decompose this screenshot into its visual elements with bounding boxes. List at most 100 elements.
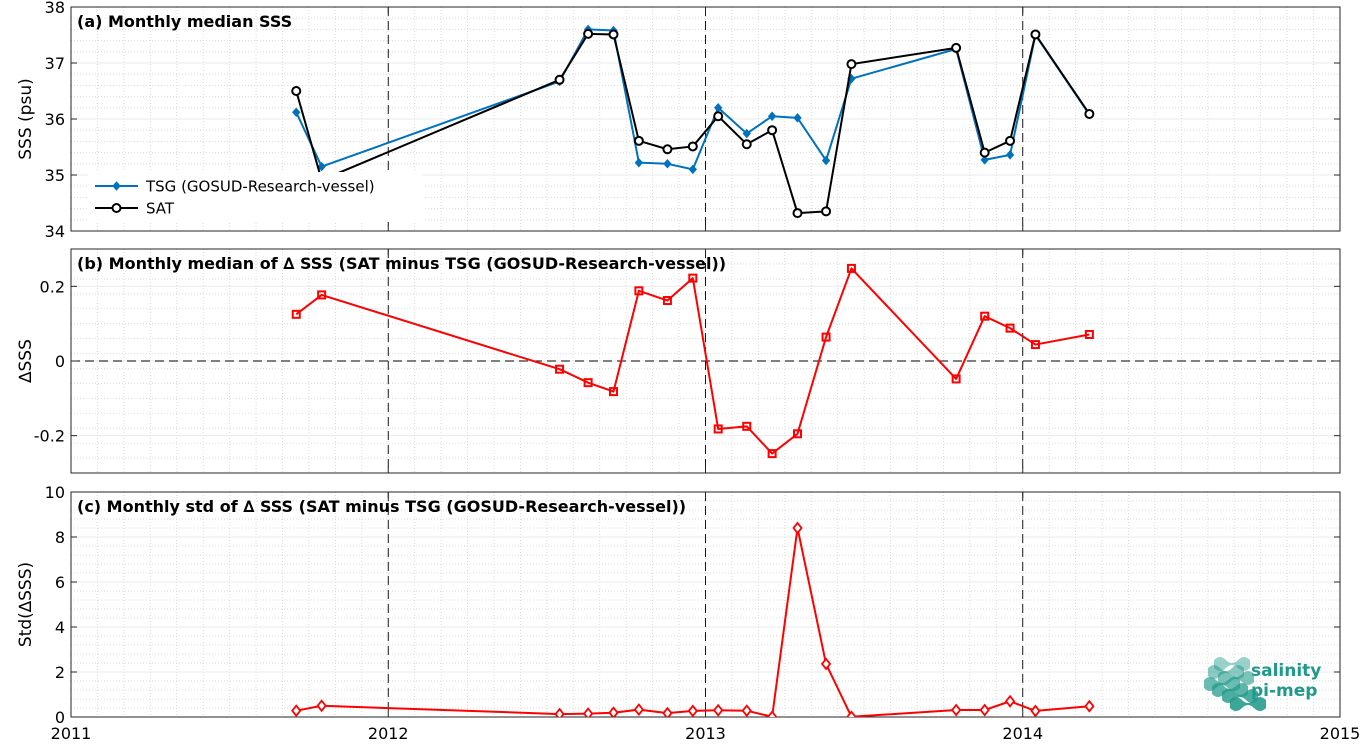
data-point <box>633 135 644 146</box>
data-point <box>608 387 618 397</box>
series-line <box>296 527 1090 717</box>
y-tick-label: 37 <box>45 54 65 73</box>
data-point <box>1030 340 1040 350</box>
data-point <box>979 703 990 717</box>
legend-entry: TSG (GOSUD-Research-vessel) <box>145 178 375 196</box>
data-point <box>979 147 990 158</box>
data-point <box>980 311 990 321</box>
panel-title: (b) Monthly median of ∆ SSS (SAT minus T… <box>77 254 726 273</box>
data-point <box>634 157 644 168</box>
y-tick-label: 0.2 <box>40 277 65 296</box>
data-point <box>1005 135 1016 146</box>
data-point <box>554 707 565 717</box>
data-point <box>741 139 752 150</box>
legend: TSG (GOSUD-Research-vessel) SAT <box>88 172 423 222</box>
data-point <box>317 290 327 300</box>
data-point <box>1084 108 1095 119</box>
data-point <box>951 374 961 384</box>
data-point <box>291 704 302 717</box>
data-point <box>792 208 803 219</box>
panel-a: 34 35 36 37 38 SSS (psu) (a) Monthly median SS… <box>16 0 1341 241</box>
data-point <box>821 332 831 342</box>
y-tick-label: 35 <box>45 166 65 185</box>
data-point <box>633 703 645 717</box>
data-point <box>767 449 777 459</box>
y-tick-label: 4 <box>55 618 65 637</box>
data-point <box>767 125 778 136</box>
data-point <box>1084 699 1095 713</box>
data-point <box>820 657 832 671</box>
data-point <box>1030 704 1041 717</box>
data-point <box>582 707 594 717</box>
data-point <box>583 28 594 39</box>
data-point <box>1030 29 1041 40</box>
data-point <box>742 128 751 139</box>
logo-line2: pi-mep <box>1251 681 1317 701</box>
y-tick-label: 34 <box>45 222 65 241</box>
data-point <box>713 424 723 434</box>
y-tick-label: -0.2 <box>34 427 65 446</box>
data-point <box>1084 329 1094 339</box>
data-point <box>767 111 777 121</box>
data-point <box>583 378 593 388</box>
data-point <box>688 164 697 175</box>
data-point <box>713 111 724 122</box>
y-axis-label: Std(∆SSS) <box>16 562 36 647</box>
x-tick-label: 2011 <box>51 724 92 743</box>
panel-c: 0 2 4 6 8 10 2011 2012 2013 2014 2015 Std(∆SSS) (c) … <box>16 483 1360 743</box>
data-point <box>662 706 673 717</box>
y-tick-label: 8 <box>55 528 65 547</box>
data-point <box>316 699 327 713</box>
data-point <box>662 144 673 155</box>
data-point <box>742 421 752 431</box>
data-point <box>1005 150 1015 160</box>
panel-title: (c) Monthly std of ∆ SSS (SAT minus TSG … <box>77 497 686 516</box>
series-line <box>295 267 1090 455</box>
data-point <box>608 706 619 717</box>
y-tick-label: 6 <box>55 573 65 592</box>
data-point <box>663 159 672 169</box>
data-point <box>821 206 832 217</box>
data-point <box>688 273 698 283</box>
data-point <box>291 86 302 96</box>
data-point <box>317 161 326 172</box>
data-point <box>821 155 831 166</box>
x-tick-label: 2014 <box>1002 724 1043 743</box>
x-tick-label: 2012 <box>368 724 409 743</box>
data-point <box>1004 694 1016 708</box>
legend-entry: SAT <box>146 200 175 218</box>
data-point <box>291 309 301 319</box>
y-tick-label: 10 <box>45 483 65 502</box>
y-axis-label: SSS (psu) <box>16 78 36 159</box>
logo-wave-shape <box>1230 697 1266 711</box>
data-point <box>846 263 856 273</box>
data-point <box>687 141 698 152</box>
data-point <box>951 42 962 53</box>
x-tick-label: 2015 <box>1320 724 1361 743</box>
data-point <box>662 296 672 306</box>
panel-title: (a) Monthly median SSS <box>77 12 292 31</box>
data-point <box>846 59 857 70</box>
series-group <box>291 24 1095 219</box>
data-point <box>846 710 857 717</box>
series-group <box>291 521 1095 717</box>
data-point <box>766 710 778 717</box>
data-point <box>950 703 962 717</box>
data-point <box>634 286 644 296</box>
logo-line1: salinity <box>1251 661 1321 681</box>
data-point <box>555 364 565 374</box>
series-group <box>291 263 1094 459</box>
data-point <box>608 29 619 40</box>
y-tick-label: 36 <box>45 110 65 129</box>
data-point <box>793 113 802 123</box>
y-axis-label: ∆SSS <box>16 339 36 384</box>
data-point <box>792 521 803 535</box>
y-tick-label: 0 <box>55 708 65 727</box>
data-point <box>793 429 803 439</box>
legend-marker <box>112 181 121 191</box>
data-point <box>687 704 698 717</box>
data-point <box>713 703 724 717</box>
data-point <box>980 155 989 165</box>
